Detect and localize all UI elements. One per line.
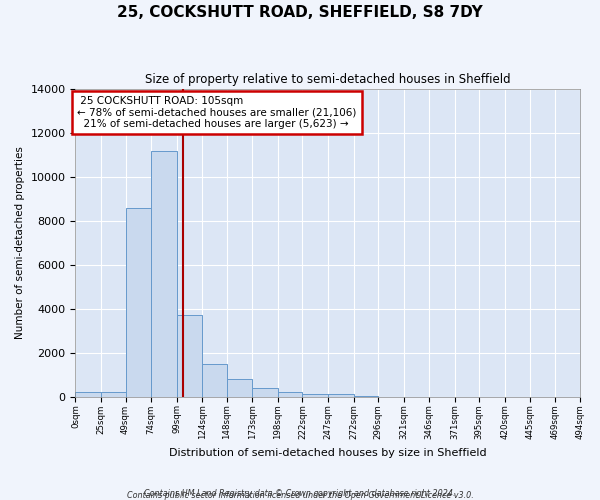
Title: Size of property relative to semi-detached houses in Sheffield: Size of property relative to semi-detach… <box>145 72 511 86</box>
Bar <box>151 151 176 396</box>
Bar <box>302 394 328 396</box>
Text: 25 COCKSHUTT ROAD: 105sqm
← 78% of semi-detached houses are smaller (21,106)
  2: 25 COCKSHUTT ROAD: 105sqm ← 78% of semi-… <box>77 96 357 129</box>
Bar <box>176 316 202 396</box>
X-axis label: Distribution of semi-detached houses by size in Sheffield: Distribution of semi-detached houses by … <box>169 448 487 458</box>
Bar <box>278 392 302 396</box>
Text: Contains HM Land Registry data © Crown copyright and database right 2024.: Contains HM Land Registry data © Crown c… <box>144 488 456 498</box>
Y-axis label: Number of semi-detached properties: Number of semi-detached properties <box>15 146 25 340</box>
Bar <box>202 364 227 396</box>
Bar <box>76 392 101 396</box>
Bar <box>227 379 252 396</box>
Bar <box>101 392 125 396</box>
Bar <box>125 208 151 396</box>
Text: 25, COCKSHUTT ROAD, SHEFFIELD, S8 7DY: 25, COCKSHUTT ROAD, SHEFFIELD, S8 7DY <box>117 5 483 20</box>
Bar <box>252 388 278 396</box>
Text: Contains public sector information licensed under the Open Government Licence v3: Contains public sector information licen… <box>127 491 473 500</box>
Bar <box>328 394 353 396</box>
